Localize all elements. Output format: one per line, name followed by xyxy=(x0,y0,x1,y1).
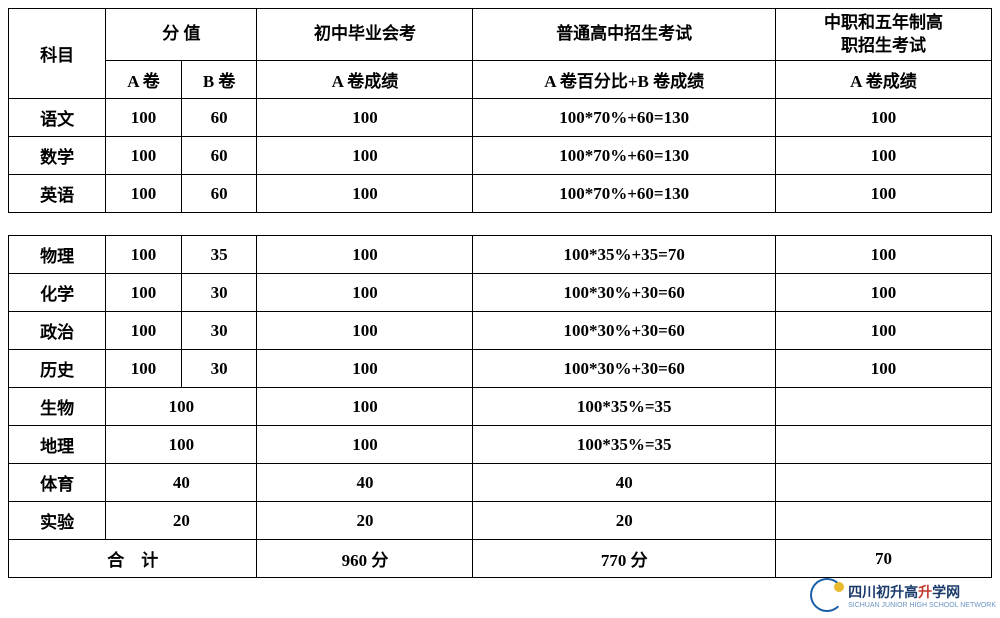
header-paper-a: A 卷 xyxy=(106,61,182,99)
cell-subject: 生物 xyxy=(9,388,106,426)
cell-subject: 物理 xyxy=(9,236,106,274)
total-row: 合 计 960 分 770 分 70 xyxy=(9,540,992,578)
cell-zz: 100 xyxy=(775,236,991,274)
cell-jh: 100 xyxy=(257,137,473,175)
table-row: 语文10060100100*70%+60=130100 xyxy=(9,99,992,137)
table-row: 化学10030100100*30%+30=60100 xyxy=(9,274,992,312)
cell-jh: 100 xyxy=(257,426,473,464)
cell-subject: 语文 xyxy=(9,99,106,137)
table-row: 体育404040 xyxy=(9,464,992,502)
total-zz: 70 xyxy=(775,540,991,578)
cell-a: 100 xyxy=(106,350,182,388)
cell-subject: 地理 xyxy=(9,426,106,464)
cell-zz xyxy=(775,502,991,540)
cell-hs: 100*30%+30=60 xyxy=(473,350,775,388)
cell-subject: 数学 xyxy=(9,137,106,175)
cell-jh: 100 xyxy=(257,236,473,274)
header-score: 分 值 xyxy=(106,9,257,61)
header-junior: 初中毕业会考 xyxy=(257,9,473,61)
cell-hs: 100*35%=35 xyxy=(473,388,775,426)
cell-jh: 40 xyxy=(257,464,473,502)
cell-subject: 政治 xyxy=(9,312,106,350)
cell-a: 100 xyxy=(106,137,182,175)
table-row: 物理10035100100*35%+35=70100 xyxy=(9,236,992,274)
cell-hs: 20 xyxy=(473,502,775,540)
cell-hs: 100*30%+30=60 xyxy=(473,274,775,312)
cell-hs: 100*30%+30=60 xyxy=(473,312,775,350)
total-label: 合 计 xyxy=(9,540,257,578)
header-highschool: 普通高中招生考试 xyxy=(473,9,775,61)
watermark-sub: SICHUAN JUNIOR HIGH SCHOOL NETWORK xyxy=(848,602,996,609)
table-row: 地理100100100*35%=35 xyxy=(9,426,992,464)
cell-b: 30 xyxy=(181,312,257,350)
cell-jh: 100 xyxy=(257,312,473,350)
cell-hs: 40 xyxy=(473,464,775,502)
cell-zz: 100 xyxy=(775,274,991,312)
cell-hs: 100*70%+60=130 xyxy=(473,137,775,175)
cell-subject: 英语 xyxy=(9,175,106,213)
header-highschool-sub: A 卷百分比+B 卷成绩 xyxy=(473,61,775,99)
score-table-1: 科目 分 值 初中毕业会考 普通高中招生考试 中职和五年制高职招生考试 A 卷 … xyxy=(8,8,992,213)
cell-zz: 100 xyxy=(775,350,991,388)
cell-zz: 100 xyxy=(775,175,991,213)
cell-subject: 化学 xyxy=(9,274,106,312)
cell-a: 100 xyxy=(106,99,182,137)
cell-b: 30 xyxy=(181,274,257,312)
cell-jh: 100 xyxy=(257,350,473,388)
crescent-icon xyxy=(810,578,844,612)
header-vocational-sub: A 卷成绩 xyxy=(775,61,991,99)
cell-b: 30 xyxy=(181,350,257,388)
cell-subject: 体育 xyxy=(9,464,106,502)
cell-ab: 100 xyxy=(106,388,257,426)
cell-a: 100 xyxy=(106,274,182,312)
cell-hs: 100*70%+60=130 xyxy=(473,175,775,213)
cell-zz xyxy=(775,464,991,502)
table-row: 实验202020 xyxy=(9,502,992,540)
cell-jh: 100 xyxy=(257,274,473,312)
cell-ab: 100 xyxy=(106,426,257,464)
table-row: 数学10060100100*70%+60=130100 xyxy=(9,137,992,175)
watermark-logo: 四川初升高升学网 SICHUAN JUNIOR HIGH SCHOOL NETW… xyxy=(810,578,996,612)
table-row: 英语10060100100*70%+60=130100 xyxy=(9,175,992,213)
table-row: 生物100100100*35%=35 xyxy=(9,388,992,426)
header-junior-sub: A 卷成绩 xyxy=(257,61,473,99)
cell-subject: 实验 xyxy=(9,502,106,540)
score-table-2: 物理10035100100*35%+35=70100化学10030100100*… xyxy=(8,235,992,578)
table-row: 政治10030100100*30%+30=60100 xyxy=(9,312,992,350)
table-row: 历史10030100100*30%+30=60100 xyxy=(9,350,992,388)
cell-zz xyxy=(775,388,991,426)
cell-jh: 100 xyxy=(257,99,473,137)
watermark-text: 四川初升高升学网 xyxy=(848,584,960,600)
total-jh: 960 分 xyxy=(257,540,473,578)
cell-subject: 历史 xyxy=(9,350,106,388)
cell-zz xyxy=(775,426,991,464)
cell-b: 60 xyxy=(181,137,257,175)
header-paper-b: B 卷 xyxy=(181,61,257,99)
cell-b: 60 xyxy=(181,175,257,213)
cell-hs: 100*35%=35 xyxy=(473,426,775,464)
header-vocational: 中职和五年制高职招生考试 xyxy=(775,9,991,61)
cell-zz: 100 xyxy=(775,137,991,175)
cell-a: 100 xyxy=(106,312,182,350)
cell-jh: 20 xyxy=(257,502,473,540)
cell-jh: 100 xyxy=(257,388,473,426)
cell-b: 60 xyxy=(181,99,257,137)
cell-a: 100 xyxy=(106,175,182,213)
cell-b: 35 xyxy=(181,236,257,274)
cell-zz: 100 xyxy=(775,312,991,350)
cell-ab: 20 xyxy=(106,502,257,540)
cell-jh: 100 xyxy=(257,175,473,213)
header-subject: 科目 xyxy=(9,9,106,99)
cell-zz: 100 xyxy=(775,99,991,137)
cell-a: 100 xyxy=(106,236,182,274)
cell-hs: 100*35%+35=70 xyxy=(473,236,775,274)
cell-hs: 100*70%+60=130 xyxy=(473,99,775,137)
total-hs: 770 分 xyxy=(473,540,775,578)
cell-ab: 40 xyxy=(106,464,257,502)
